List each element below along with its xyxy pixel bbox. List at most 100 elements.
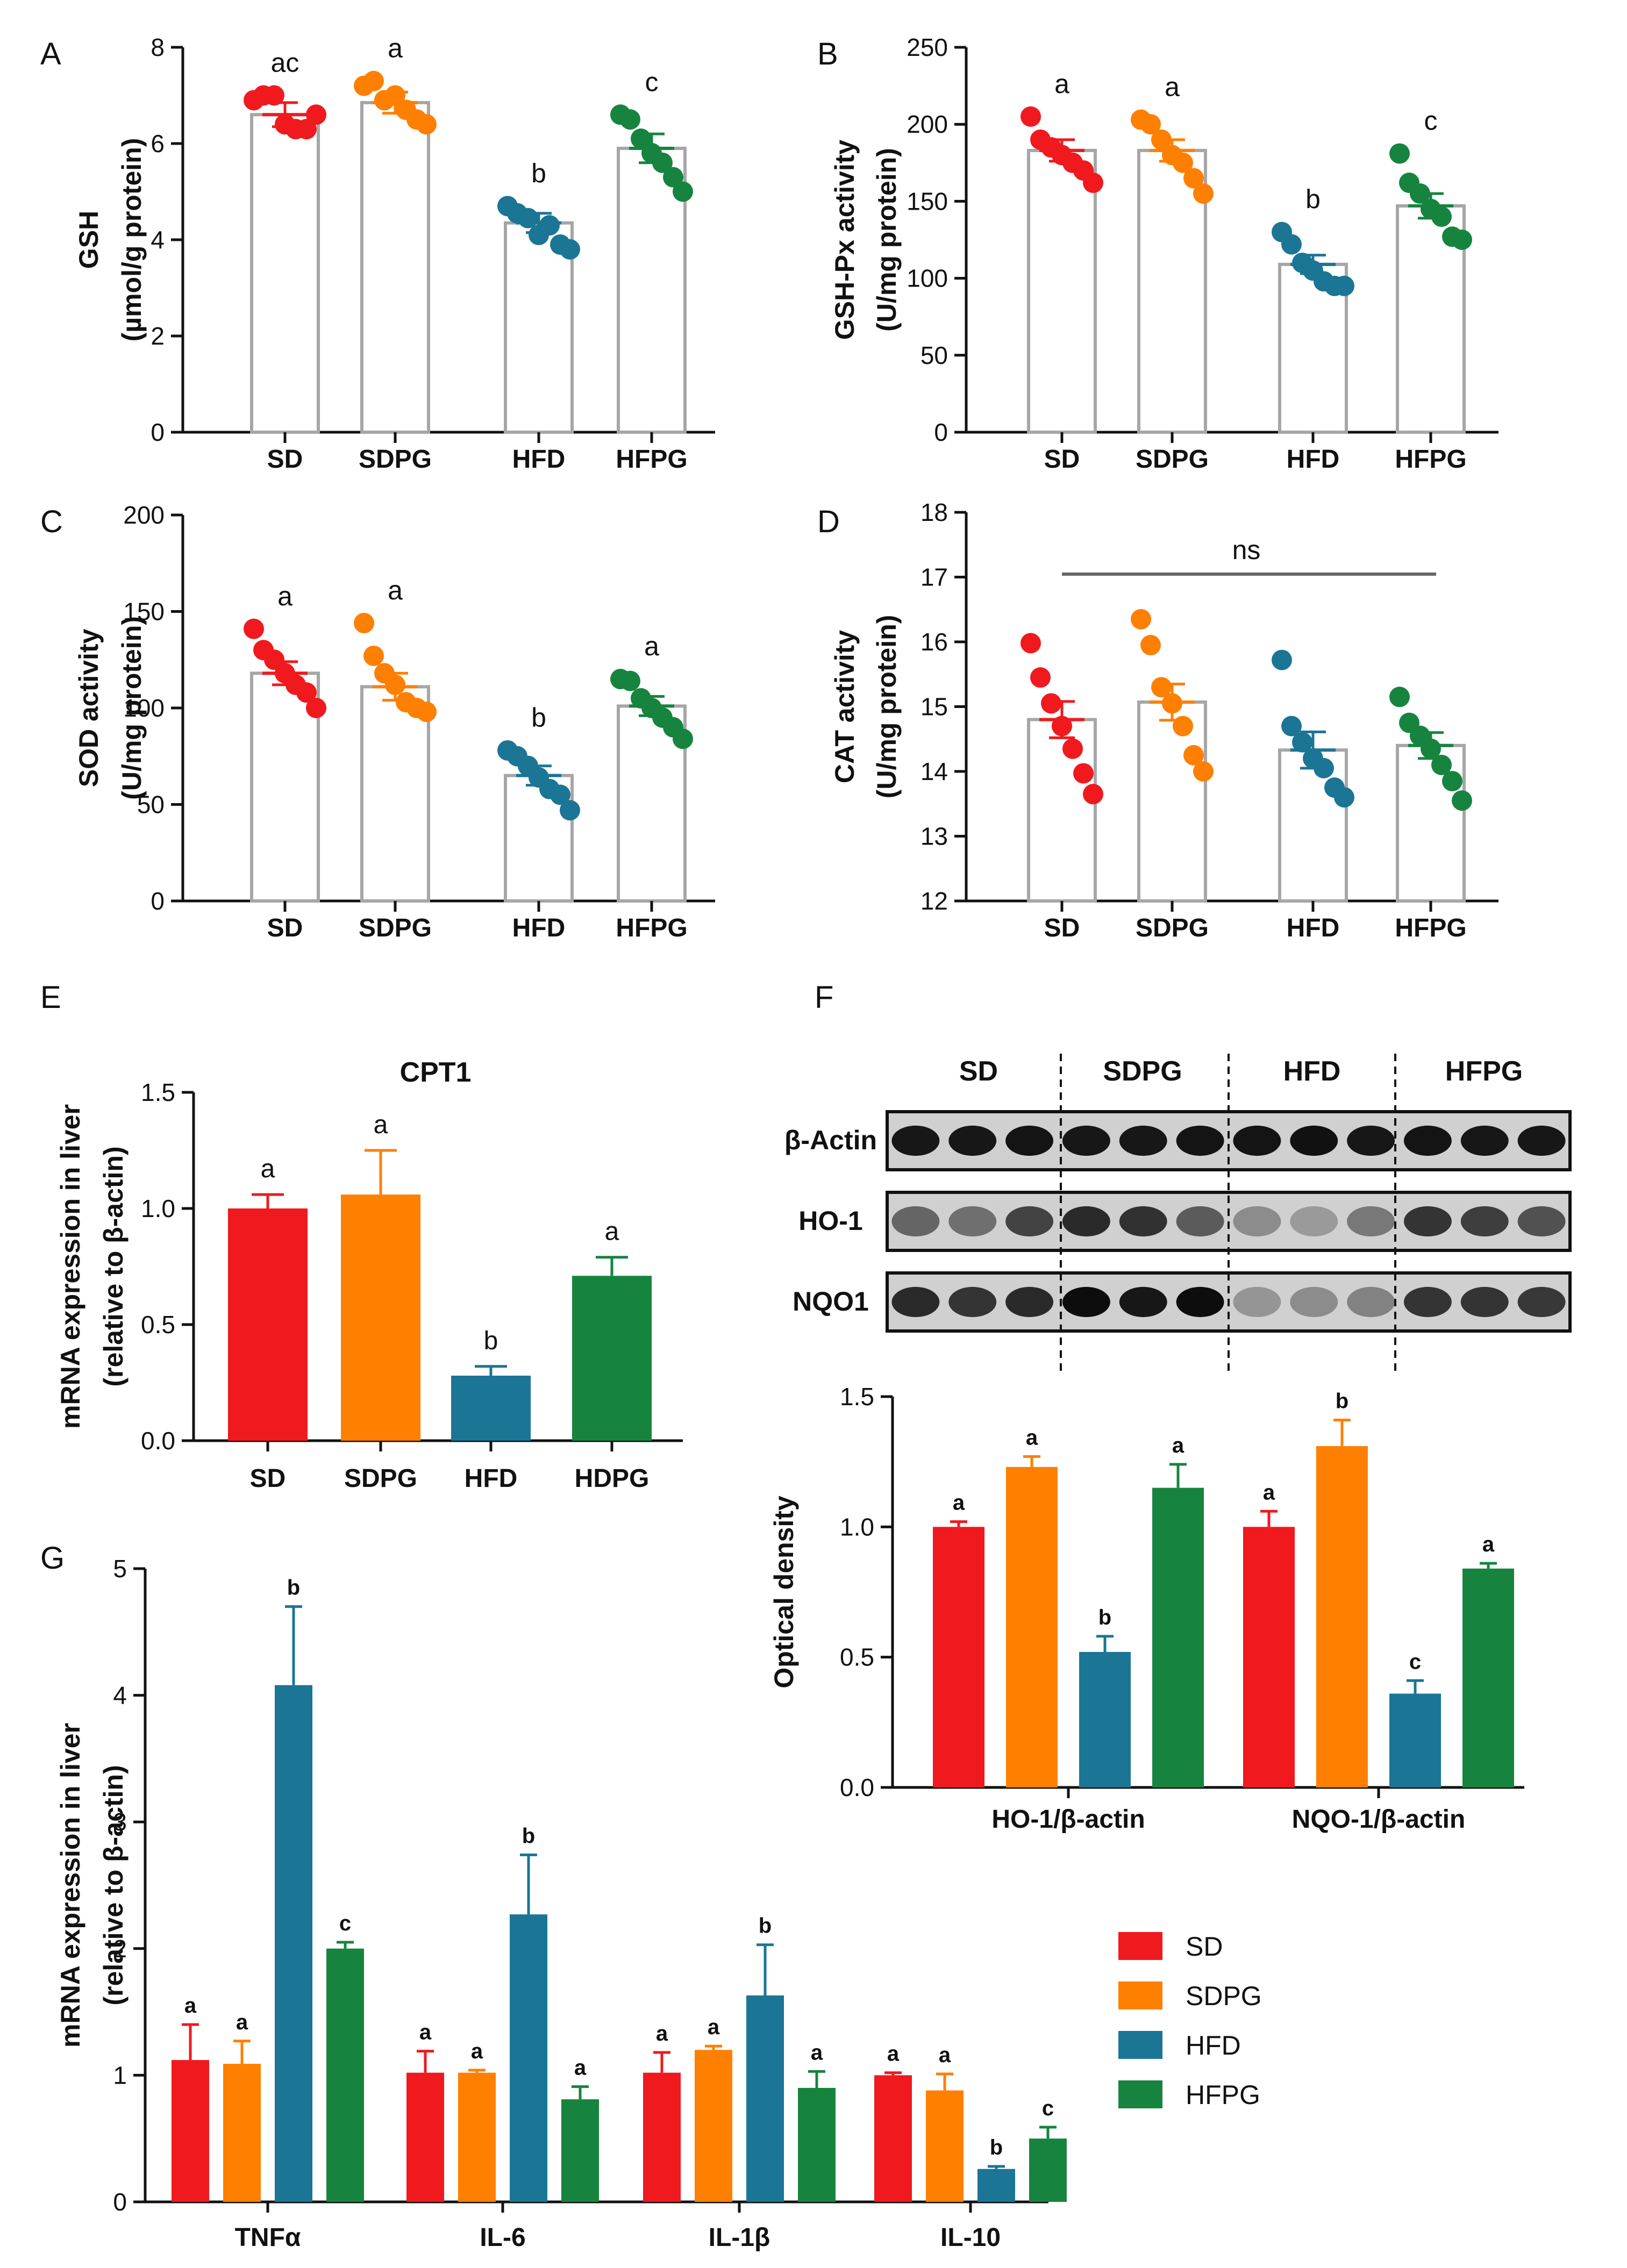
data-point [1140,635,1161,656]
x-tick-label: SD [1044,445,1080,474]
significance-letter: a [1172,1434,1184,1457]
y-axis-label: GSH-Px activity [830,140,860,340]
data-point [1334,275,1354,296]
data-point [1389,143,1410,164]
significance-letter: b [1098,1606,1111,1629]
significance-letter: b [484,1327,498,1355]
x-tick-label: HDPG [575,1464,650,1493]
x-tick-label: HFD [512,445,566,474]
bar [1137,700,1207,903]
y-tick-label: 17 [920,563,948,591]
data-point [385,85,405,106]
bar [341,1194,420,1441]
x-tick-label: SD [250,1464,286,1493]
significance-letter: a [1054,69,1069,99]
bar [1316,1446,1368,1787]
bar [406,2072,444,2202]
y-tick-label: 1.5 [840,1383,874,1411]
significance-letter: a [184,1994,197,2017]
bar [695,2050,732,2202]
data-point [1431,206,1452,227]
x-tick-label: SDPG [344,1464,417,1493]
x-tick-label: IL-6 [480,2223,525,2252]
significance-letter: a [811,2041,823,2064]
x-tick-label: HFD [1287,445,1340,474]
blot-band [1005,1286,1054,1318]
data-point [1140,114,1161,135]
data-point [663,167,683,188]
data-point [652,152,673,173]
y-axis-label: (µmol/g protein) [117,138,147,342]
y-tick-label: 5 [113,1555,127,1583]
bar [874,2075,912,2202]
bar [1389,1693,1441,1787]
y-tick-label: 0 [151,418,165,446]
x-tick-label: SD [267,914,303,942]
x-tick-label: TNFα [235,2223,301,2252]
y-tick-label: 100 [123,694,165,722]
blot-band [1176,1206,1224,1237]
significance-letter: a [605,1218,619,1246]
significance-letter: a [708,2015,720,2039]
blot-band [1517,1286,1566,1318]
blot-band [1290,1286,1338,1318]
blot-band [1347,1286,1395,1318]
y-tick-label: 200 [123,501,165,529]
bar [223,2064,261,2202]
significance-letter: a [1026,1426,1038,1449]
blot-band [1119,1206,1167,1237]
data-point [1062,738,1083,759]
y-tick-label: 8 [151,33,165,61]
blot-band [1062,1125,1110,1156]
data-point [1183,745,1204,765]
data-point [416,702,437,722]
data-point [1021,633,1041,654]
data-point [518,208,538,228]
data-point [363,646,384,667]
data-point [1272,649,1292,670]
legend-label: HFPG [1186,2080,1260,2110]
significance-letter: b [759,1914,772,1938]
significance-letter: b [287,1576,300,1600]
y-tick-label: 13 [920,822,948,850]
y-axis-label: (relative to β-actin) [98,1146,129,1386]
blot-band [1062,1206,1110,1237]
blot-band [1460,1286,1509,1318]
data-point [363,70,384,91]
panel-label: E [40,980,61,1015]
y-tick-label: 1 [113,2061,127,2089]
bar [926,2090,964,2202]
bar [458,2072,496,2202]
panel-C: 0 50 100 150 200 C SOD activity (U/mg protein) a… [40,501,715,942]
y-tick-label: 50 [137,791,165,819]
bar [1006,1466,1058,1787]
blot-group-label: HFD [1283,1056,1341,1087]
y-axis-label: mRNA expression in liver [55,1723,85,2048]
bar [451,1376,531,1441]
significance-letter: a [939,2043,951,2067]
blot-band [948,1125,997,1156]
significance-letter: a [419,2021,432,2044]
blot-group-label: SD [959,1056,998,1087]
y-tick-label: 6 [151,130,165,158]
significance-letter: c [339,1912,351,1935]
y-axis-label: (U/mg protein) [872,148,902,332]
panel-F: SD SDPG HFD HFPG β-Actin HO-1 NQO1 0.0 0.5 1.0 1.… [769,980,1572,1834]
data-point [1052,716,1072,736]
data-point [631,128,651,149]
blot-band [1347,1125,1395,1156]
data-point [1431,754,1452,775]
y-axis-label: (U/mg protein) [117,616,147,800]
blot-row-label: HO-1 [798,1206,862,1236]
x-tick-label: SDPG [1136,445,1209,474]
significance-letter: a [644,631,659,661]
legend-swatch [1118,2031,1162,2059]
significance-letter: a [887,2042,900,2066]
significance-letter: c [1042,2097,1054,2120]
y-axis-label: mRNA expression in liver [55,1104,85,1429]
data-point [306,698,326,718]
significance-letter: b [990,2136,1003,2159]
y-tick-label: 1.5 [141,1078,175,1106]
bar [977,2169,1015,2202]
x-tick-label: HFPG [616,445,687,474]
